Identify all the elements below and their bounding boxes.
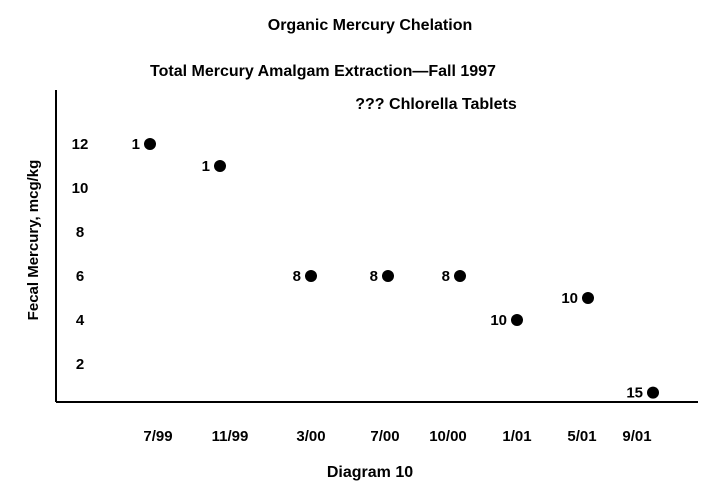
data-point-label: 10 xyxy=(490,312,507,329)
y-tick-labels: 2 4 6 8 10 12 xyxy=(72,136,89,373)
data-point-label: 15 xyxy=(626,385,643,402)
y-tick-label: 6 xyxy=(76,268,84,285)
y-tick-label: 10 xyxy=(72,180,89,197)
chart-subtitle: Total Mercury Amalgam Extraction—Fall 19… xyxy=(150,63,496,80)
x-tick-label: 10/00 xyxy=(429,428,467,445)
data-point xyxy=(305,270,317,282)
y-tick-label: 12 xyxy=(72,136,89,153)
x-tick-label: 9/01 xyxy=(622,428,651,445)
y-tick-label: 8 xyxy=(76,224,84,241)
y-axis-label: Fecal Mercury, mcg/kg xyxy=(25,160,42,321)
data-point xyxy=(214,160,226,172)
x-tick-label: 7/00 xyxy=(370,428,399,445)
data-point xyxy=(454,270,466,282)
data-point xyxy=(144,138,156,150)
chart-title: Organic Mercury Chelation xyxy=(268,17,473,34)
x-tick-label: 5/01 xyxy=(567,428,596,445)
data-point-label: 8 xyxy=(442,268,450,285)
chart-caption: Diagram 10 xyxy=(327,464,413,481)
data-point xyxy=(582,292,594,304)
data-points: 1 1 8 8 8 10 10 15 xyxy=(132,136,659,402)
data-point xyxy=(647,386,659,399)
chart-annotation: ??? Chlorella Tablets xyxy=(355,96,517,113)
data-point-label: 10 xyxy=(561,290,578,307)
data-point-label: 1 xyxy=(132,136,140,153)
data-point-label: 1 xyxy=(202,158,210,175)
x-tick-label: 3/00 xyxy=(296,428,325,445)
y-tick-label: 2 xyxy=(76,356,84,373)
x-tick-label: 1/01 xyxy=(502,428,531,445)
x-tick-label: 11/99 xyxy=(212,428,249,445)
x-tick-labels: 7/99 11/99 3/00 7/00 10/00 1/01 5/01 9/01 xyxy=(143,428,651,445)
y-tick-label: 4 xyxy=(76,312,85,329)
x-tick-label: 7/99 xyxy=(143,428,172,445)
data-point xyxy=(511,314,523,326)
data-point xyxy=(382,270,394,282)
data-point-label: 8 xyxy=(293,268,301,285)
data-point-label: 8 xyxy=(370,268,378,285)
